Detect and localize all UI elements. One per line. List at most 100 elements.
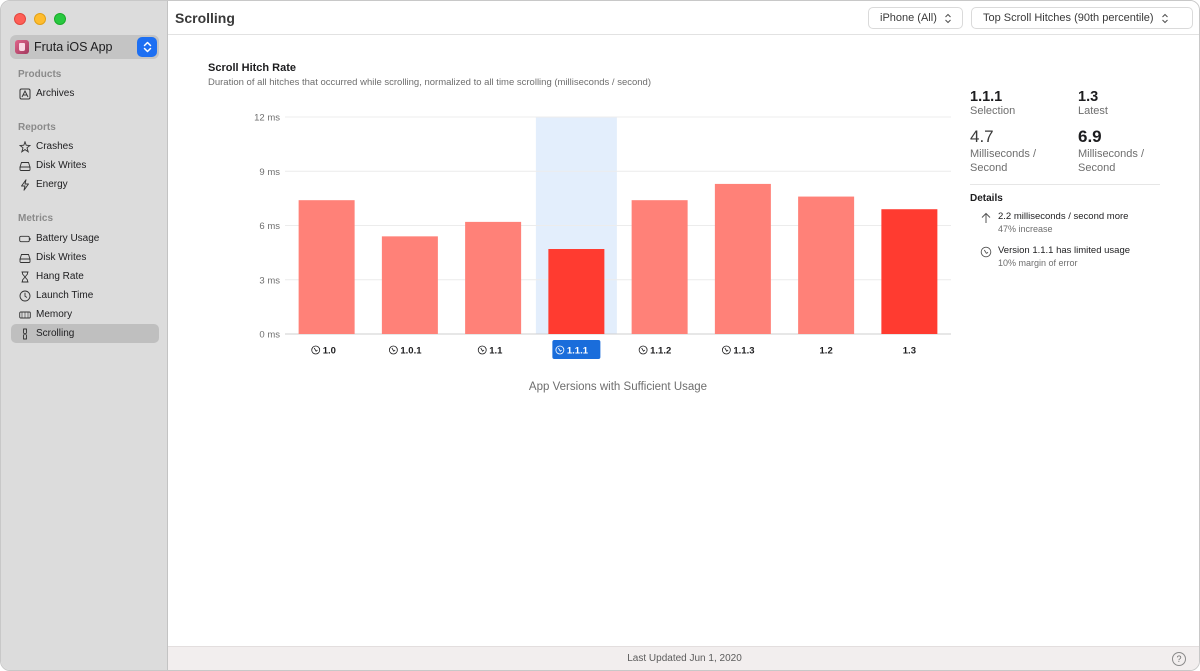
sidebar-item-label: Energy	[36, 179, 68, 190]
x-tick-label: 1.0.1	[400, 346, 422, 357]
arrow-up-icon	[981, 212, 991, 223]
latest-value-stat: 6.9 Milliseconds / Second	[1078, 127, 1168, 175]
zoom-window-button[interactable]	[54, 13, 66, 25]
limited-usage-icon-mark	[558, 347, 562, 352]
selection-value: 4.7	[970, 127, 994, 146]
selected-version-tag[interactable]	[552, 340, 601, 359]
selection-version: 1.1.1	[970, 89, 1003, 105]
y-tick-label: 0 ms	[259, 330, 280, 341]
chart-subtitle: Duration of all hitches that occurred wh…	[208, 77, 651, 88]
limited-usage-icon	[477, 345, 487, 355]
app-picker[interactable]: Fruta iOS App	[10, 35, 159, 59]
sidebar-item-launch-time[interactable]: Launch Time	[11, 286, 159, 305]
sidebar-item-archives[interactable]: Archives	[11, 84, 159, 103]
bar-1-0[interactable]	[298, 200, 355, 334]
sidebar-item-crashes[interactable]: Crashes	[11, 137, 159, 156]
detail-limited-usage-sub: 10% margin of error	[998, 258, 1078, 268]
limited-usage-icon	[555, 345, 565, 355]
limited-usage-icon	[721, 345, 731, 355]
close-window-button[interactable]	[14, 13, 26, 25]
limited-usage-icon-mark	[391, 347, 396, 352]
bar-1-1-2[interactable]	[631, 200, 688, 334]
sidebar-item-label: Hang Rate	[36, 271, 84, 282]
latest-stat: 1.3 Latest	[1078, 89, 1108, 117]
sidebar: Fruta iOS App Products Archives Reports …	[1, 1, 168, 670]
battery-icon	[19, 233, 31, 245]
sidebar-item-label: Disk Writes	[36, 252, 87, 263]
app-picker-stepper-icon[interactable]	[137, 37, 157, 57]
main-content: Scrolling iPhone (All) Top Scroll Hitche…	[168, 1, 1199, 670]
app-name: Fruta iOS App	[34, 40, 113, 54]
x-tick-label: 1.0	[323, 346, 336, 357]
details-title: Details	[970, 193, 1003, 204]
limited-usage-icon-mark	[480, 347, 485, 352]
latest-unit: Milliseconds / Second	[1078, 148, 1145, 174]
metric-filter-popup[interactable]: Top Scroll Hitches (90th percentile)	[971, 7, 1193, 29]
limited-usage-icon	[311, 345, 321, 355]
latest-caption: Latest	[1078, 105, 1108, 117]
latest-value: 6.9	[1078, 127, 1102, 146]
sidebar-item-scrolling[interactable]: Scrolling	[11, 324, 159, 343]
bolt-icon	[19, 178, 31, 191]
sidebar-item-label: Crashes	[36, 141, 74, 152]
scroll-hitch-rate-chart: 0 ms 3 ms 6 ms 9 ms 12 ms 1.0 1.0.1 1.1 1.1.1 1.1…	[254, 113, 951, 359]
sidebar-item-label: Launch Time	[36, 290, 94, 301]
sidebar-item-label: Scrolling	[36, 328, 75, 339]
y-tick-label: 12 ms	[254, 113, 280, 124]
sidebar-item-energy[interactable]: Energy	[11, 175, 159, 194]
latest-version: 1.3	[1078, 89, 1099, 105]
x-tick-label: 1.1	[489, 346, 503, 357]
bar-1-1-3[interactable]	[714, 183, 771, 334]
limited-usage-icon-mark	[641, 347, 646, 352]
bar-1-1-1[interactable]	[548, 249, 605, 334]
detail-increase-sub: 47% increase	[998, 224, 1053, 234]
limited-usage-icon-mark	[313, 347, 318, 352]
x-tick-label: 1.1.2	[650, 346, 671, 357]
selection-caption: Selection	[970, 105, 1016, 117]
toolbar: Scrolling iPhone (All) Top Scroll Hitche…	[168, 1, 1199, 35]
status-bar: Last Updated Jun 1, 2020 ?	[168, 646, 1199, 670]
device-filter-popup[interactable]: iPhone (All)	[868, 7, 963, 29]
chevron-updown-icon	[1161, 13, 1168, 23]
scroll-icon	[19, 328, 31, 340]
limited-usage-icon	[980, 246, 992, 258]
metric-filter-label: Top Scroll Hitches (90th percentile)	[983, 12, 1154, 24]
y-tick-label: 3 ms	[259, 275, 280, 286]
window-controls	[14, 13, 66, 25]
detail-limited-usage-text: Version 1.1.1 has limited usage	[998, 245, 1131, 256]
x-tick-label: 1.2	[820, 346, 833, 357]
sidebar-item-label: Archives	[36, 88, 75, 99]
sidebar-item-disk-writes[interactable]: Disk Writes	[11, 248, 159, 267]
y-tick-label: 6 ms	[259, 221, 280, 232]
page-title: Scrolling	[175, 10, 235, 26]
bar-1-2[interactable]	[798, 196, 855, 334]
help-button[interactable]: ?	[1172, 652, 1186, 666]
sidebar-item-memory[interactable]: Memory	[11, 305, 159, 324]
sidebar-item-label: Memory	[36, 309, 73, 320]
clock-icon	[19, 290, 31, 302]
sidebar-section-reports: Reports	[18, 122, 56, 133]
sidebar-item-battery-usage[interactable]: Battery Usage	[11, 229, 159, 248]
bar-1-0-1[interactable]	[381, 236, 438, 334]
device-filter-label: iPhone (All)	[880, 12, 937, 24]
sidebar-item-disk-writes-report[interactable]: Disk Writes	[11, 156, 159, 175]
sidebar-section-metrics: Metrics	[18, 213, 54, 224]
bar-1-3[interactable]	[881, 209, 938, 334]
sidebar-item-label: Battery Usage	[36, 233, 100, 244]
limited-usage-icon	[638, 345, 648, 355]
x-tick-label: 1.3	[903, 346, 916, 357]
detail-increase: 2.2 milliseconds / second more 47% incre…	[980, 211, 1128, 234]
app-icon	[15, 40, 29, 54]
chart-x-axis-label: App Versions with Sufficient Usage	[528, 381, 708, 393]
memory-icon	[19, 309, 31, 321]
disk-icon	[19, 252, 31, 264]
selection-unit: Milliseconds / Second	[970, 148, 1037, 174]
archive-icon	[19, 88, 31, 100]
hourglass-icon	[19, 271, 31, 283]
bar-1-1[interactable]	[465, 221, 522, 334]
selection-stat: 1.1.1 Selection	[970, 89, 1015, 117]
minimize-window-button[interactable]	[34, 13, 46, 25]
sidebar-item-hang-rate[interactable]: Hang Rate	[11, 267, 159, 286]
last-updated-text: Last Updated Jun 1, 2020	[627, 653, 742, 664]
sidebar-section-products: Products	[18, 69, 62, 80]
